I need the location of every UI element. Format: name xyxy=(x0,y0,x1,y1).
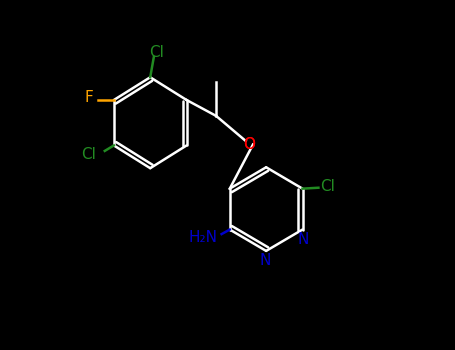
Text: F: F xyxy=(85,90,93,105)
Text: O: O xyxy=(243,137,255,152)
Text: Cl: Cl xyxy=(150,45,165,60)
Text: Cl: Cl xyxy=(81,147,96,162)
Text: N: N xyxy=(298,232,309,247)
Text: H₂N: H₂N xyxy=(189,230,218,245)
Text: N: N xyxy=(259,253,271,268)
Text: Cl: Cl xyxy=(320,179,335,194)
Text: O: O xyxy=(243,137,255,152)
